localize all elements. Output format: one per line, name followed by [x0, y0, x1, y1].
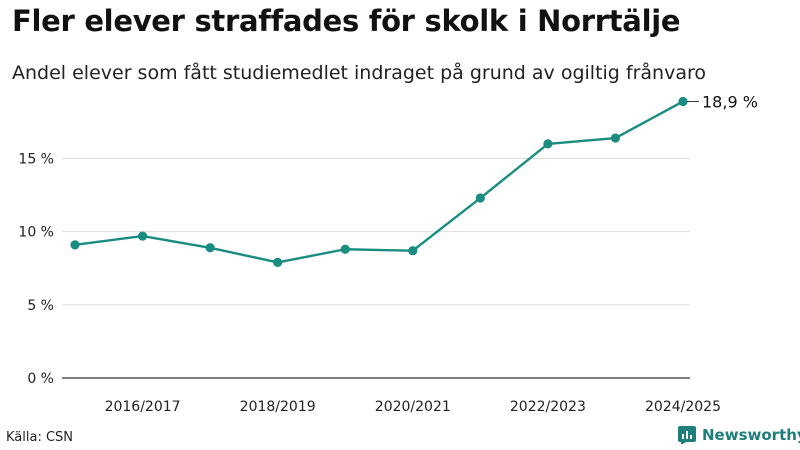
data-point	[475, 193, 485, 203]
x-tick-label: 2024/2025	[645, 399, 721, 415]
data-point	[205, 243, 215, 253]
x-tick-label: 2022/2023	[510, 399, 586, 415]
data-point	[340, 244, 350, 254]
data-point	[273, 257, 283, 268]
data-point	[137, 231, 148, 241]
newsworthy-logo-icon	[678, 426, 696, 444]
chart-title: Fler elever straffades för skolk i Norrt…	[12, 4, 681, 38]
x-tick-label: 2020/2021	[375, 399, 451, 415]
brand-name: Newsworthy	[702, 426, 800, 444]
chart-subtitle: Andel elever som fått studiemedlet indra…	[12, 62, 706, 84]
source-note: Källa: CSN	[6, 430, 74, 445]
data-point	[70, 240, 80, 250]
y-tick-label: 5 %	[27, 298, 54, 314]
data-point	[543, 139, 553, 149]
data-point	[610, 133, 621, 143]
y-tick-label: 15 %	[18, 152, 54, 168]
y-tick-label: 10 %	[18, 225, 54, 241]
brand-logo[interactable]: Newsworthy	[678, 426, 800, 444]
end-value-label: 18,9 %	[702, 92, 758, 111]
series-line	[74, 100, 684, 264]
x-tick-label: 2018/2019	[240, 399, 316, 415]
data-point	[408, 246, 418, 256]
x-tick-label: 2016/2017	[105, 399, 181, 415]
y-tick-label: 0 %	[27, 371, 54, 387]
data-point	[678, 96, 688, 107]
